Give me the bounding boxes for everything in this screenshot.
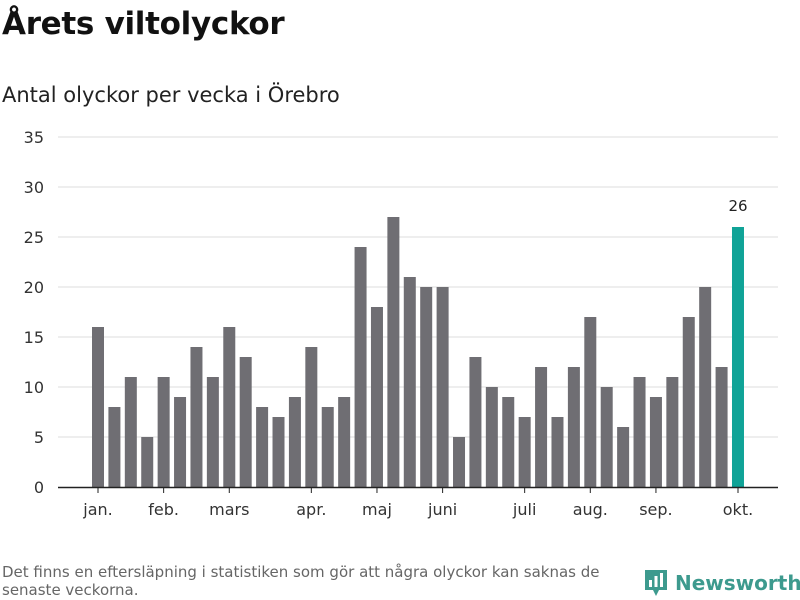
- bar: [567, 367, 580, 487]
- highlight-bar: [731, 227, 744, 487]
- y-tick-label: 0: [34, 478, 44, 497]
- newsworthy-logo-text: Newsworthy: [675, 571, 800, 595]
- bar-chart: 0 5 10 15 20 25 30 35 jan. feb. mars apr. maj juni jul…: [24, 128, 778, 519]
- bar: [387, 217, 400, 487]
- bar: [699, 287, 712, 487]
- highlight-data-label: 26: [728, 197, 747, 215]
- bar: [288, 397, 301, 487]
- bar: [141, 437, 154, 487]
- bar: [649, 397, 662, 487]
- bar: [239, 357, 252, 487]
- y-tick-label: 20: [24, 278, 44, 297]
- bar: [617, 427, 630, 487]
- footnote: Det finns en eftersläpning i statistiken…: [2, 563, 600, 599]
- newsworthy-logo: Newsworthy: [643, 568, 800, 598]
- bar: [485, 387, 498, 487]
- bar: [174, 397, 187, 487]
- y-tick-label: 5: [34, 428, 44, 447]
- bar: [666, 377, 679, 487]
- bar: [256, 407, 269, 487]
- x-tick-label: feb.: [148, 500, 179, 519]
- x-tick-label: jan.: [82, 500, 112, 519]
- bar: [584, 317, 597, 487]
- bar: [469, 357, 482, 487]
- bar: [370, 307, 383, 487]
- y-tick-label: 35: [24, 128, 44, 147]
- x-tick-label: okt.: [723, 500, 753, 519]
- x-tick-label: juli: [512, 500, 536, 519]
- bar: [157, 377, 170, 487]
- bar: [600, 387, 613, 487]
- x-tick-label: aug.: [573, 500, 608, 519]
- bar: [453, 437, 466, 487]
- chart-title: Årets viltolyckor: [2, 6, 285, 42]
- y-tick-label: 15: [24, 328, 44, 347]
- bar: [535, 367, 548, 487]
- y-tick-label: 30: [24, 178, 44, 197]
- chart-subtitle: Antal olyckor per vecka i Örebro: [2, 83, 340, 107]
- bar: [633, 377, 646, 487]
- bar: [124, 377, 137, 487]
- bar: [436, 287, 449, 487]
- bar: [682, 317, 695, 487]
- bar: [305, 347, 318, 487]
- bar: [190, 347, 203, 487]
- bar: [715, 367, 728, 487]
- bar: [518, 417, 531, 487]
- bar: [92, 327, 104, 487]
- bar: [354, 247, 367, 487]
- bar: [502, 397, 515, 487]
- x-tick-label: mars: [209, 500, 249, 519]
- bar: [223, 327, 236, 487]
- x-tick-label: sep.: [639, 500, 672, 519]
- x-tick-label: juni: [427, 500, 457, 519]
- bar: [206, 377, 219, 487]
- newsworthy-logo-icon: [645, 570, 667, 596]
- bar: [272, 417, 285, 487]
- bar: [551, 417, 564, 487]
- y-tick-label: 25: [24, 228, 44, 247]
- bar: [108, 407, 121, 487]
- x-tick-label: maj: [362, 500, 392, 519]
- x-tick-label: apr.: [296, 500, 326, 519]
- bar: [420, 287, 433, 487]
- y-tick-label: 10: [24, 378, 44, 397]
- bar: [338, 397, 351, 487]
- bar: [403, 277, 416, 487]
- bar: [321, 407, 334, 487]
